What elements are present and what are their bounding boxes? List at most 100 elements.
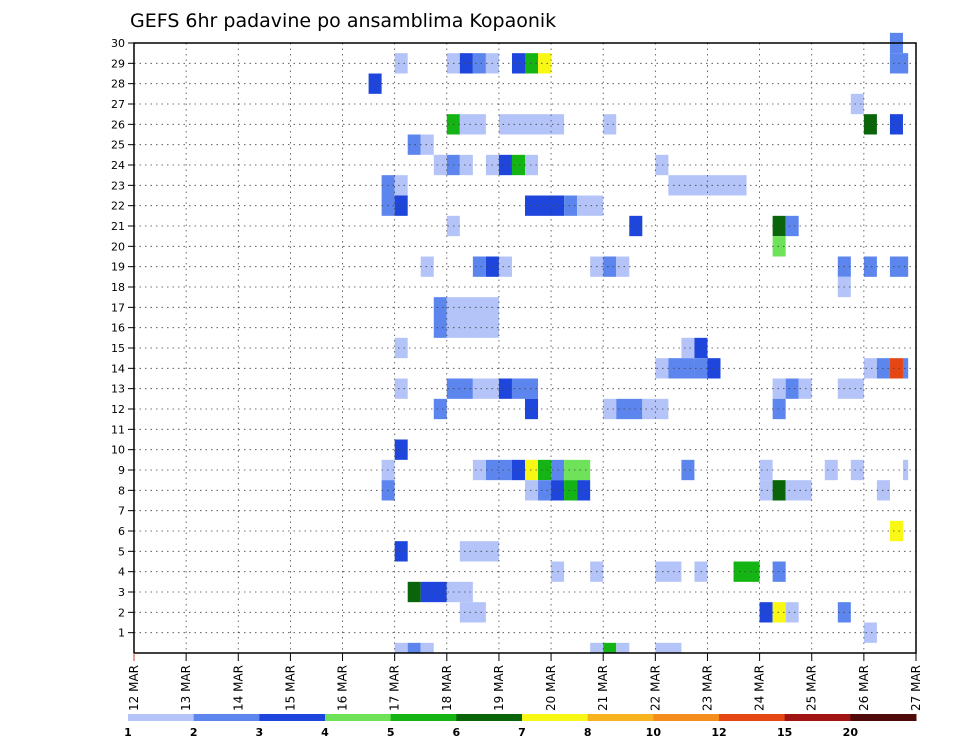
heatmap-cell	[394, 53, 408, 74]
x-tick-label: 14 MAR	[231, 665, 245, 711]
y-tick-label: 4	[118, 566, 125, 579]
y-tick-label: 22	[111, 200, 125, 213]
heatmap-cell	[394, 439, 408, 460]
heatmap-cell	[668, 358, 695, 379]
heatmap-cell	[616, 642, 630, 653]
heatmap-cell	[863, 622, 877, 643]
x-tick-label: 15 MAR	[283, 665, 297, 711]
heatmap-cell	[603, 398, 617, 420]
y-tick-label: 6	[118, 525, 125, 538]
colorbar-label: 6	[453, 726, 461, 739]
heatmap-cell	[446, 297, 499, 318]
heatmap-cell	[446, 317, 499, 338]
heatmap-cell	[707, 358, 721, 379]
heatmap-cell	[772, 215, 786, 237]
heatmap-cell	[498, 114, 565, 135]
heatmap-cell	[459, 114, 486, 135]
heatmap-cell	[577, 480, 591, 501]
colorbar-label: 7	[518, 726, 526, 739]
heatmap-cell	[420, 256, 434, 277]
colorbar-swatch	[325, 714, 392, 721]
x-tick-label: 21 MAR	[596, 665, 610, 711]
colorbar-label: 4	[321, 726, 329, 739]
x-tick-label: 25 MAR	[805, 665, 819, 711]
heatmap-cell	[420, 642, 434, 653]
colorbar-swatch	[522, 714, 589, 721]
x-tick-label: 19 MAR	[492, 665, 506, 711]
y-tick-label: 5	[118, 545, 125, 558]
heatmap-cell	[511, 53, 525, 74]
colorbar-swatch	[719, 714, 786, 721]
heatmap-cell	[863, 114, 877, 135]
heatmap-cell	[420, 134, 434, 155]
heatmap-cell	[837, 378, 864, 399]
y-tick-label: 28	[111, 78, 125, 91]
x-tick-label: 17 MAR	[388, 665, 402, 711]
heatmap-cell	[681, 337, 695, 359]
y-tick-label: 30	[111, 37, 125, 50]
y-tick-label: 23	[111, 179, 125, 192]
colorbar-swatch	[456, 714, 523, 721]
heatmap-cell	[472, 256, 486, 277]
heatmap-cell	[642, 398, 669, 420]
heatmap-cell	[525, 195, 565, 216]
heatmap-cell	[564, 480, 578, 501]
heatmap-cell	[889, 520, 903, 542]
heatmap-cell	[511, 459, 525, 481]
heatmap-cell	[511, 154, 525, 176]
y-tick-label: 26	[111, 118, 125, 131]
heatmap-cell	[433, 398, 447, 420]
heatmap-cell	[394, 378, 408, 399]
colorbar-label: 8	[584, 726, 592, 739]
x-tick-label: 20 MAR	[544, 665, 558, 711]
colorbar-label: 1	[124, 726, 132, 739]
heatmap-cell	[603, 256, 617, 277]
colorbar-label: 5	[387, 726, 395, 739]
heatmap-cell	[759, 480, 773, 501]
colorbar-legend: 1 2 3 4 5 6 7 8 10 12 15 20	[124, 714, 917, 739]
heatmap-cell	[394, 175, 408, 196]
heatmap-cell	[681, 459, 695, 481]
heatmap-cell	[394, 541, 408, 562]
y-tick-label: 24	[111, 159, 125, 172]
heatmap-cell	[525, 480, 539, 501]
heatmap-cell	[655, 642, 682, 653]
heatmap-cell	[863, 256, 877, 277]
heatmap-cell	[459, 154, 473, 176]
heatmap-cell	[407, 134, 421, 155]
y-tick-label: 3	[118, 586, 125, 599]
heatmap-cell	[472, 53, 486, 74]
x-tick-label: 24 MAR	[753, 665, 767, 711]
heatmap-cell	[525, 53, 539, 74]
heatmap-cell	[564, 195, 578, 216]
y-tick-label: 21	[111, 220, 125, 233]
heatmap-cell	[525, 459, 539, 481]
heatmap-cells	[368, 32, 909, 653]
colorbar-label: 3	[256, 726, 264, 739]
x-tick-label: 26 MAR	[857, 665, 871, 711]
heatmap-cell	[433, 297, 447, 318]
heatmap-cell	[590, 642, 604, 653]
heatmap-cell	[407, 581, 421, 603]
heatmap-cell	[655, 154, 669, 176]
heatmap-cell	[538, 459, 552, 481]
heatmap-cell	[394, 195, 408, 216]
colorbar-swatch	[128, 714, 195, 721]
heatmap-cell	[772, 561, 786, 582]
heatmap-cell	[759, 459, 773, 481]
heatmap-cell	[603, 114, 617, 135]
heatmap-cell	[420, 581, 447, 603]
heatmap-cell	[498, 154, 512, 176]
colorbar-swatch	[259, 714, 326, 721]
y-tick-label: 20	[111, 240, 125, 253]
colorbar-label: 10	[646, 726, 662, 739]
x-tick-label: 27 MAR	[909, 665, 923, 711]
colorbar-swatch	[587, 714, 654, 721]
y-tick-label: 10	[111, 444, 125, 457]
x-tick-label: 16 MAR	[336, 665, 350, 711]
heatmap-cell	[472, 378, 499, 399]
heatmap-cell	[459, 53, 473, 74]
y-tick-label: 16	[111, 322, 125, 335]
x-tick-label: 23 MAR	[700, 665, 714, 711]
